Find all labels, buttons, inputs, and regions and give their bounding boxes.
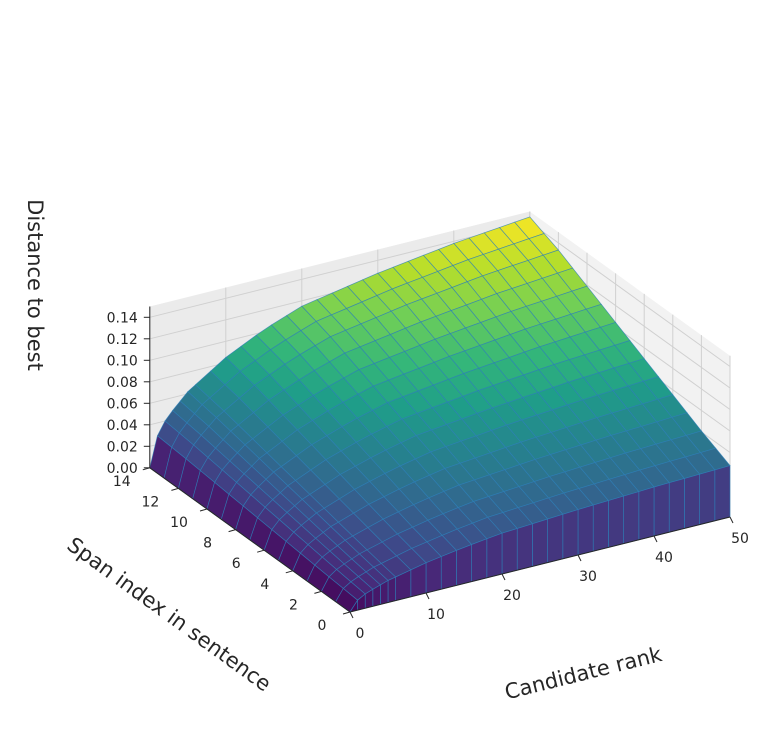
y-tick-label: 12 (141, 494, 159, 510)
y-tick-label: 8 (203, 536, 212, 552)
surface-front-face (387, 576, 396, 603)
surface-front-face (501, 528, 518, 575)
z-tick-label: 0.04 (107, 418, 138, 434)
y-tick (257, 549, 265, 553)
x-tick-label: 30 (579, 569, 597, 585)
y-axis-label: Span index in sentence (63, 532, 276, 696)
z-tick-label: 0.12 (107, 332, 138, 348)
surface-front-face (547, 513, 564, 564)
x-tick (729, 516, 734, 524)
x-tick-label: 40 (655, 550, 673, 566)
y-tick (285, 570, 293, 574)
x-tick (349, 611, 354, 619)
surface-front-face (623, 491, 640, 545)
y-tick-label: 6 (232, 556, 241, 572)
surface-front-face (562, 509, 579, 560)
z-axis-label: Distance to best (23, 199, 47, 371)
surface-front-face (486, 532, 503, 579)
z-tick-label: 0.10 (107, 353, 138, 369)
surface-front-face (668, 478, 685, 533)
y-tick (342, 611, 351, 615)
surface-mesh (149, 216, 731, 613)
y-tick-label: 10 (170, 515, 188, 531)
surface-front-face (699, 469, 716, 526)
y-tick (314, 590, 322, 594)
axis-lines (149, 306, 731, 613)
surface-front-face (516, 523, 533, 571)
surface-front-face (532, 518, 548, 567)
y-tick-label: 2 (289, 597, 298, 613)
x-tick (425, 592, 430, 600)
y-tick (228, 529, 236, 533)
tick-labels: 0 10 20 30 40 50 0 2 4 6 8 10 12 140.00 0.02 0.04 0.06 0.… (107, 310, 749, 642)
surface-front-face (684, 473, 700, 529)
y-axis-line (149, 467, 351, 613)
surface-front-face (456, 543, 472, 586)
z-tick-label: 0.14 (107, 310, 138, 326)
y-tick-label: 0 (318, 618, 327, 634)
surface-front-face (425, 556, 442, 594)
x-axis-label: Candidate rank (502, 642, 665, 704)
x-tick-label: 10 (427, 607, 445, 623)
surface-front-face (653, 482, 670, 537)
y-tick (171, 487, 179, 491)
y-tick (199, 508, 208, 512)
x-tick-label: 50 (731, 531, 749, 547)
surface-front-face (471, 538, 488, 583)
x-tick (577, 554, 582, 562)
surface-front-face (592, 500, 609, 552)
x-tick (501, 573, 506, 581)
surface-front-face (380, 579, 389, 605)
z-tick-label: 0.08 (107, 375, 138, 391)
surface-front-face (608, 495, 624, 548)
x-tick-label: 0 (356, 626, 365, 642)
z-tick-label: 0.00 (107, 461, 138, 477)
z-tick-label: 0.06 (107, 396, 138, 412)
surface-front-face (577, 504, 594, 556)
y-tick-label: 14 (113, 474, 131, 490)
x-axis-line (349, 516, 731, 613)
z-tick-label: 0.02 (107, 439, 138, 455)
surface-front-face (638, 486, 655, 541)
surface-front-face (714, 465, 731, 522)
x-tick (653, 535, 658, 543)
x-tick-label: 20 (503, 588, 521, 604)
y-tick-label: 4 (260, 577, 269, 593)
surface-front-face (440, 549, 457, 590)
